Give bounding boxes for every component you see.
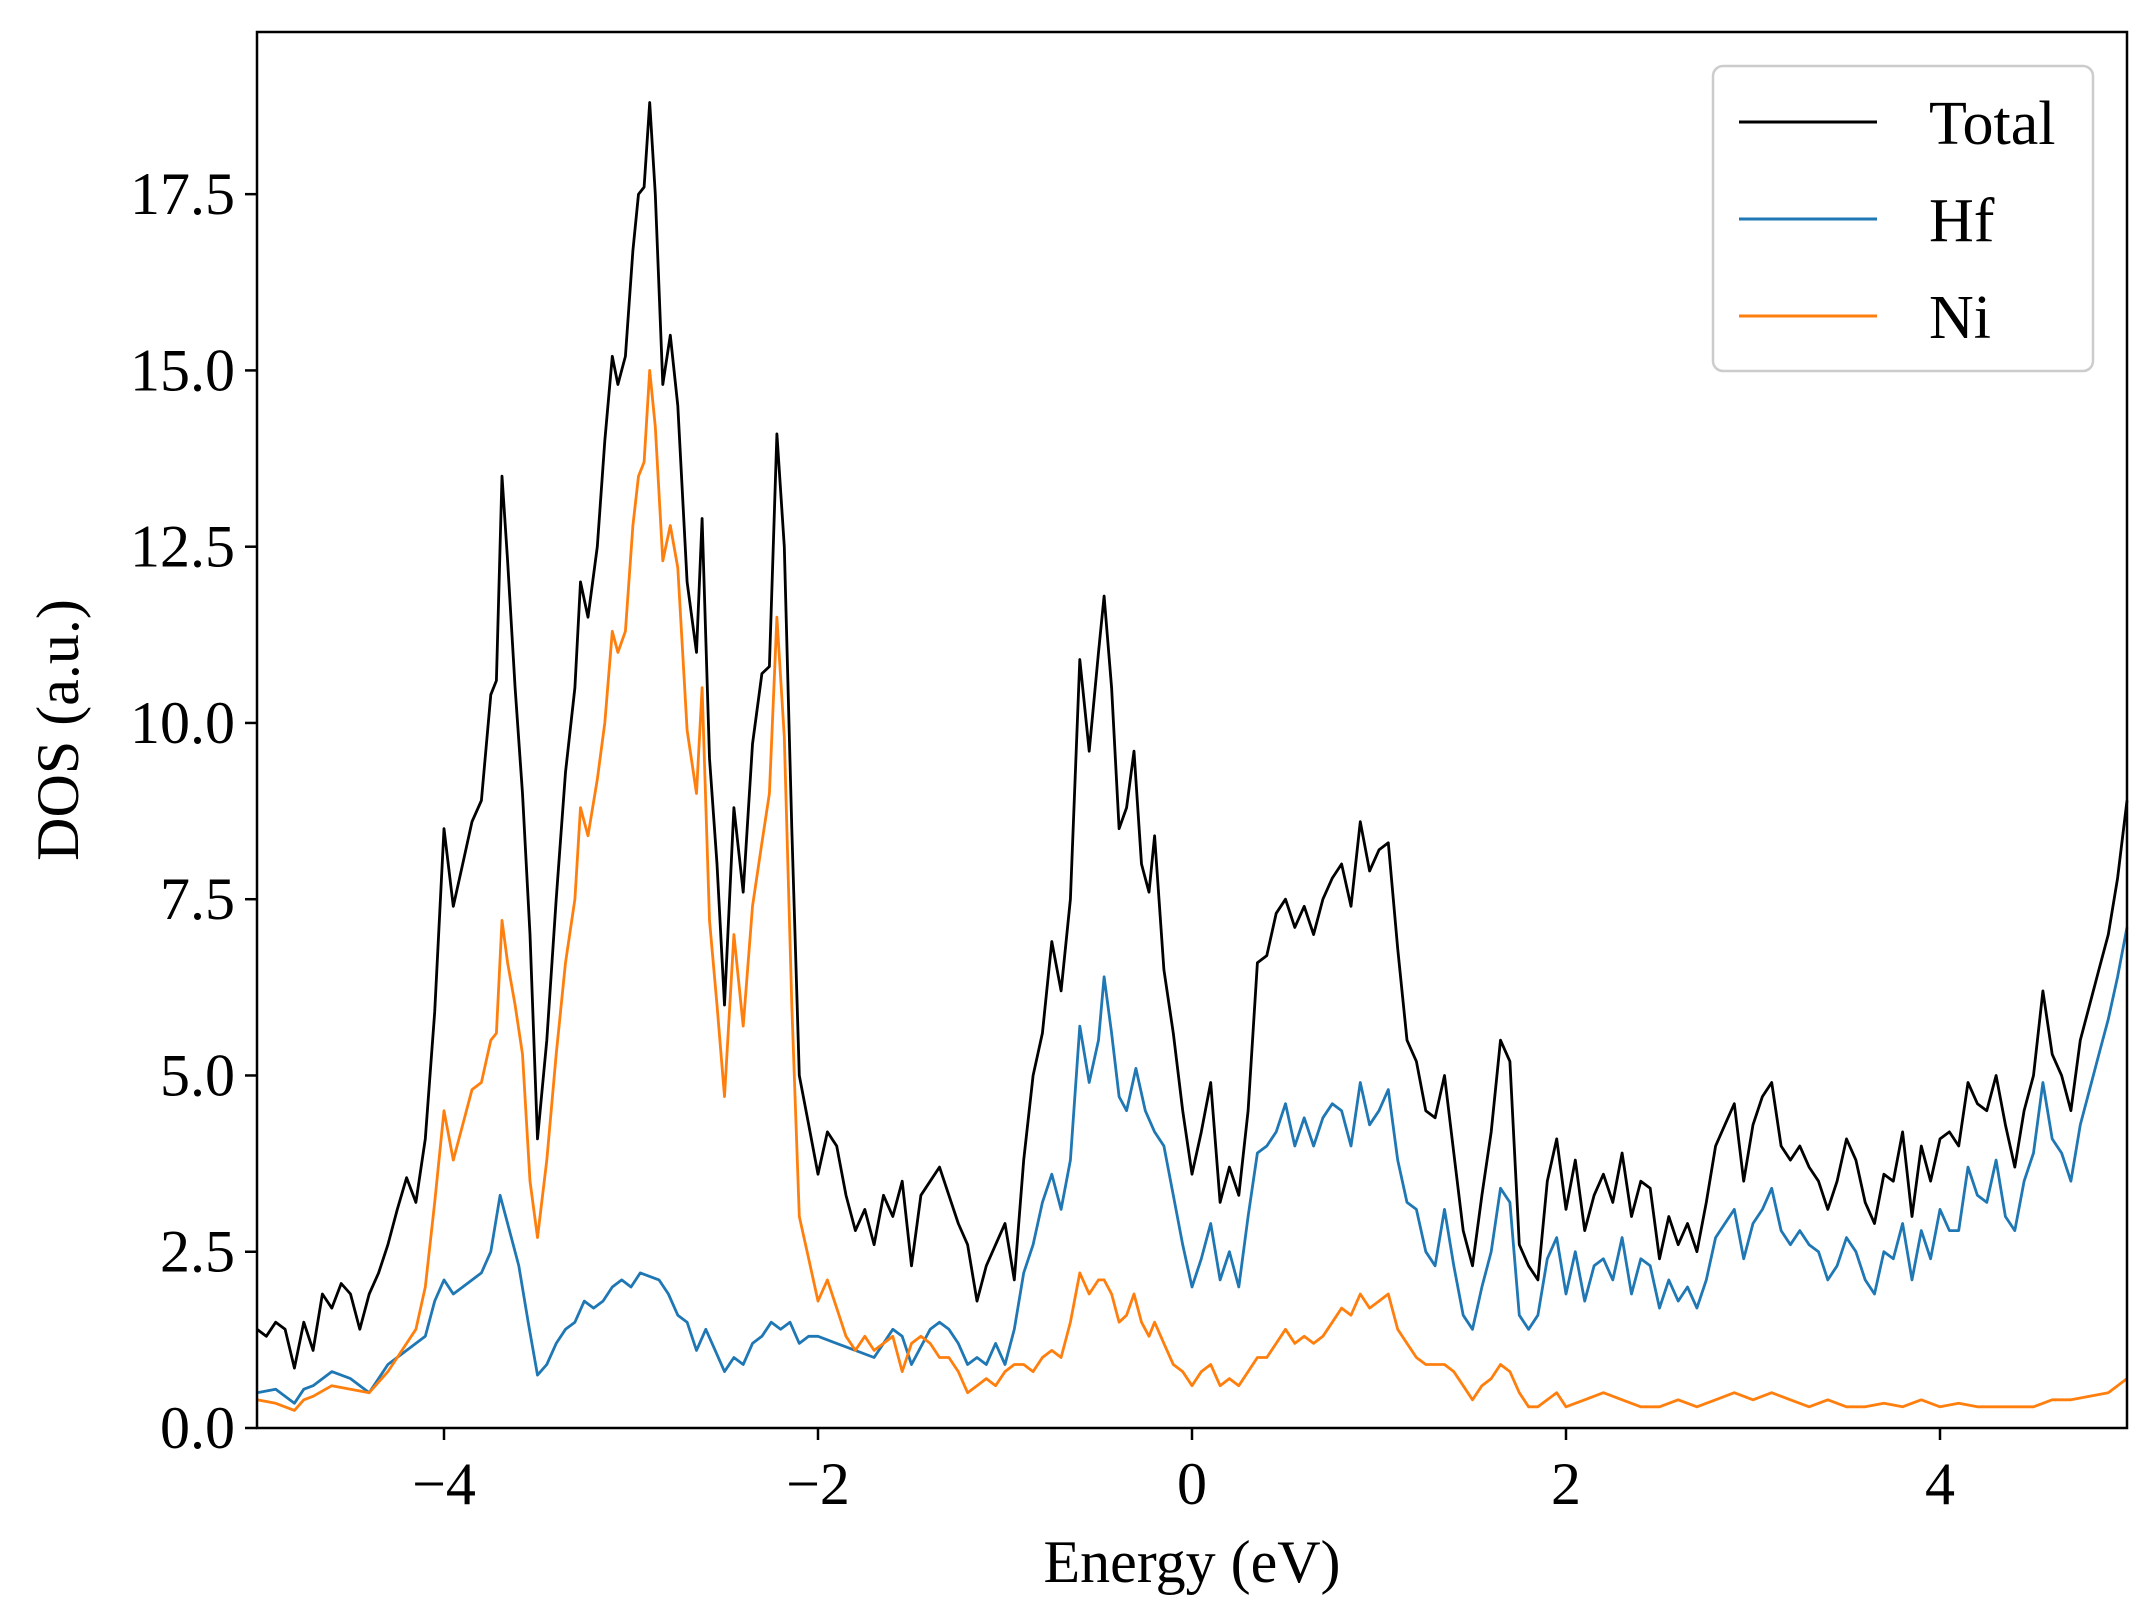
y-tick-label: 7.5 (160, 866, 235, 932)
y-axis-ticks: 0.0 2.5 5.0 7.5 10.0 12.5 15.0 17.5 (130, 161, 257, 1461)
y-tick-label: 10.0 (130, 690, 235, 756)
series-line-hf (256, 927, 2129, 1405)
y-axis-label: DOS (a.u.) (25, 599, 91, 861)
plot-frame (255, 30, 2129, 1430)
y-tick-label: 2.5 (160, 1219, 235, 1285)
x-tick-label: 4 (1925, 1451, 1955, 1517)
legend-label-total: Total (1929, 90, 2056, 158)
y-tick-label: 5.0 (160, 1042, 235, 1108)
x-axis-label: Energy (eV) (1043, 1529, 1340, 1595)
y-tick-label: 17.5 (130, 161, 235, 227)
legend-label-hf: Hf (1929, 187, 1995, 255)
x-axis-ticks: −4 −2 0 2 4 (412, 1428, 1955, 1517)
x-tick-label: −4 (412, 1451, 476, 1517)
legend-label-ni: Ni (1929, 284, 1991, 352)
y-tick-label: 15.0 (130, 337, 235, 403)
y-tick-label: 12.5 (130, 514, 235, 580)
y-tick-label: 0.0 (160, 1395, 235, 1461)
plot-lines (256, 101, 2129, 1412)
x-tick-label: 2 (1551, 1451, 1581, 1517)
series-line-total (256, 101, 2129, 1370)
series-line-ni (256, 369, 2128, 1412)
legend-box (1711, 64, 2095, 373)
x-tick-label: 0 (1177, 1451, 1207, 1517)
legend: Total Hf Ni (1711, 64, 2095, 373)
x-tick-label: −2 (786, 1451, 850, 1517)
